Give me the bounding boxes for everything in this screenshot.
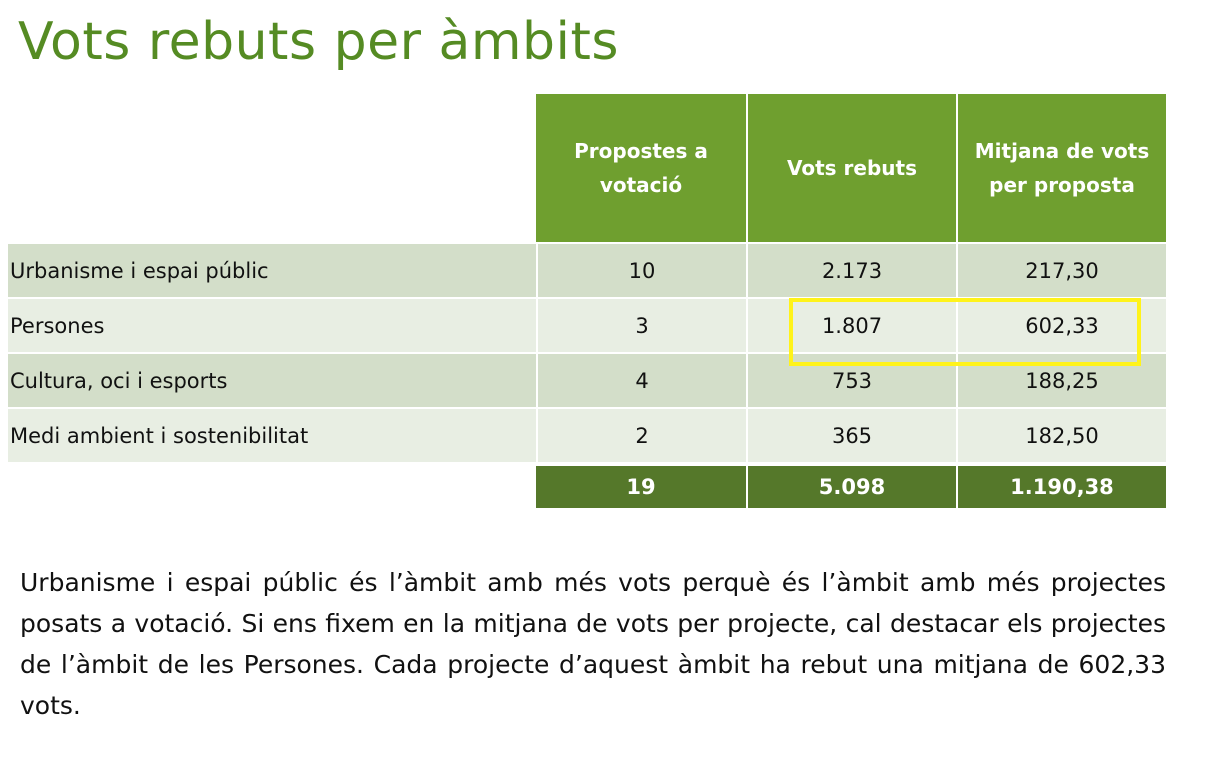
table-row: Persones 3 1.807 602,33 xyxy=(8,297,1166,352)
header-vots: Vots rebuts xyxy=(746,94,956,242)
mitjana-cell: 182,50 xyxy=(956,407,1166,462)
ambit-cell: Urbanisme i espai públic xyxy=(8,242,536,297)
vots-cell: 753 xyxy=(746,352,956,407)
table-row: Cultura, oci i esports 4 753 188,25 xyxy=(8,352,1166,407)
vots-cell: 1.807 xyxy=(746,297,956,352)
table-row: Urbanisme i espai públic 10 2.173 217,30 xyxy=(8,242,1166,297)
header-blank-cell xyxy=(8,94,536,242)
table-row: Medi ambient i sostenibilitat 2 365 182,… xyxy=(8,407,1166,462)
votes-table: Propostes a votació Vots rebuts Mitjana … xyxy=(8,94,1166,508)
vots-cell: 365 xyxy=(746,407,956,462)
propostes-cell: 4 xyxy=(536,352,746,407)
total-propostes: 19 xyxy=(536,466,746,508)
total-mitjana: 1.190,38 xyxy=(956,466,1166,508)
mitjana-cell: 188,25 xyxy=(956,352,1166,407)
ambit-cell: Medi ambient i sostenibilitat xyxy=(8,407,536,462)
total-vots: 5.098 xyxy=(746,466,956,508)
header-mitjana: Mitjana de vots per proposta xyxy=(956,94,1166,242)
propostes-cell: 2 xyxy=(536,407,746,462)
header-propostes: Propostes a votació xyxy=(536,94,746,242)
summary-paragraph: Urbanisme i espai públic és l’àmbit amb … xyxy=(20,568,1166,720)
propostes-cell: 3 xyxy=(536,297,746,352)
propostes-cell: 10 xyxy=(536,242,746,297)
ambit-cell: Cultura, oci i esports xyxy=(8,352,536,407)
highlight-box xyxy=(789,298,1141,366)
table-header-row: Propostes a votació Vots rebuts Mitjana … xyxy=(8,94,1166,242)
vots-cell: 2.173 xyxy=(746,242,956,297)
page-title: Vots rebuts per àmbits xyxy=(18,12,619,72)
mitjana-cell: 217,30 xyxy=(956,242,1166,297)
ambit-cell: Persones xyxy=(8,297,536,352)
total-blank-cell xyxy=(8,466,536,508)
table-total-row: 19 5.098 1.190,38 xyxy=(8,466,1166,508)
